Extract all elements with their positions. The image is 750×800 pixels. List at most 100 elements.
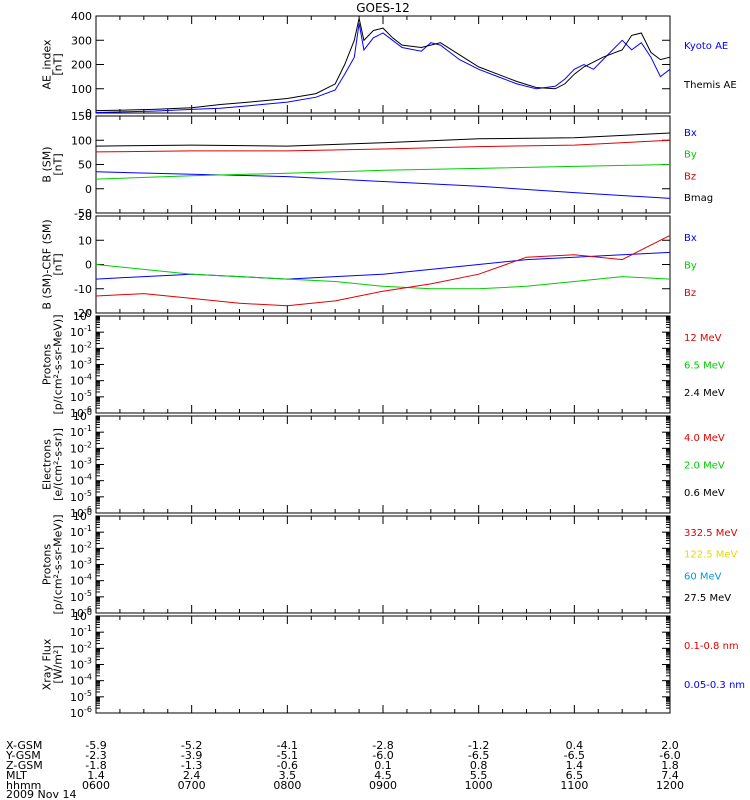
y-axis-label: [W/m²] bbox=[52, 645, 65, 683]
orbit-value: 1.8 bbox=[661, 759, 679, 772]
series-line-bmag bbox=[95, 132, 671, 147]
series-line-bz bbox=[95, 234, 671, 307]
legend-entry: Bz bbox=[684, 171, 696, 182]
y-tick-label: 20 bbox=[78, 210, 92, 223]
y-axis-label: [nT] bbox=[52, 53, 65, 75]
orbit-value: 4.5 bbox=[374, 769, 392, 782]
y-tick-label: 300 bbox=[71, 34, 92, 47]
series-line-bz bbox=[95, 139, 671, 153]
y-tick-label: 10-3 bbox=[70, 557, 92, 572]
y-tick-label: -10 bbox=[74, 283, 92, 296]
plot-frame bbox=[95, 215, 671, 314]
orbit-value: 1000 bbox=[465, 779, 493, 792]
legend-entry: 122.5 MeV bbox=[684, 550, 738, 561]
plot-frame bbox=[95, 615, 671, 714]
y-axis-label: B (SM) bbox=[41, 146, 54, 182]
y-axis-label: Electrons bbox=[41, 439, 54, 490]
orbit-row-label: X-GSM bbox=[6, 739, 42, 752]
plot-frame bbox=[95, 115, 671, 214]
y-tick-label: -50 bbox=[74, 207, 92, 220]
y-tick-label: 10-4 bbox=[70, 673, 92, 688]
legend-entry: 12 MeV bbox=[684, 333, 722, 344]
legend-entry: 332.5 MeV bbox=[684, 528, 738, 539]
y-axis-label: AE_index bbox=[41, 39, 54, 90]
series-line-kyoto-ae bbox=[95, 23, 671, 113]
y-tick-label: 10-5 bbox=[70, 389, 92, 404]
y-tick-label: 10-2 bbox=[70, 340, 92, 355]
legend-entry: 0.05-0.3 nm bbox=[684, 680, 745, 691]
series-line-by bbox=[95, 264, 671, 290]
chart-title: GOES-12 bbox=[356, 1, 410, 15]
orbit-value: -1.3 bbox=[181, 759, 202, 772]
panel-3: -20 -10 0 10 20 B (SM)-CRF (SM)[nT] Bx By Bz bbox=[41, 210, 697, 320]
orbit-value: 5.5 bbox=[470, 769, 488, 782]
y-tick-label: 100 bbox=[73, 508, 92, 523]
y-tick-label: 10-5 bbox=[70, 689, 92, 704]
orbit-row-label: MLT bbox=[6, 769, 27, 782]
orbit-value: -1.8 bbox=[85, 759, 106, 772]
orbit-value: -6.0 bbox=[372, 749, 393, 762]
legend-entry: Bz bbox=[684, 288, 696, 299]
y-tick-label: 10-6 bbox=[70, 705, 92, 720]
orbit-value: 0.4 bbox=[566, 739, 584, 752]
y-tick-label: 100 bbox=[73, 308, 92, 323]
plot-frame bbox=[95, 415, 671, 514]
orbit-value: 0700 bbox=[178, 779, 206, 792]
legend-entry: 0.6 MeV bbox=[684, 488, 725, 499]
y-axis-label: B (SM)-CRF (SM) bbox=[41, 219, 54, 309]
legend-entry: 2.4 MeV bbox=[684, 388, 725, 399]
y-tick-label: 200 bbox=[71, 59, 92, 72]
y-axis-label: [p/(cm²-s-sr-MeV)] bbox=[52, 315, 65, 415]
series-line-bx bbox=[95, 171, 671, 199]
orbit-value: -6.5 bbox=[564, 749, 585, 762]
panel-2: -50 0 50 100 150 B (SM)[nT] Bx By Bz Bmag bbox=[41, 110, 714, 220]
y-tick-label: 0 bbox=[85, 183, 92, 196]
orbit-value: -5.2 bbox=[181, 739, 202, 752]
orbit-value: 7.4 bbox=[661, 769, 679, 782]
y-tick-label: 0 bbox=[85, 259, 92, 272]
orbit-value: 1.4 bbox=[87, 769, 105, 782]
orbit-value: -2.3 bbox=[85, 749, 106, 762]
y-tick-label: 50 bbox=[78, 159, 92, 172]
orbit-value: 1.4 bbox=[566, 759, 584, 772]
orbit-value: 0800 bbox=[273, 779, 301, 792]
date-label: 2009 Nov 14 bbox=[6, 788, 76, 800]
legend-entry: 60 MeV bbox=[684, 571, 722, 582]
y-tick-label: 10-4 bbox=[70, 373, 92, 388]
y-tick-label: -20 bbox=[74, 307, 92, 320]
legend-entry: Themis AE bbox=[683, 80, 737, 91]
y-tick-label: 10-2 bbox=[70, 440, 92, 455]
orbit-value: 3.5 bbox=[279, 769, 297, 782]
orbit-value: 0900 bbox=[369, 779, 397, 792]
legend-entry: 6.5 MeV bbox=[684, 361, 725, 372]
orbit-value: 6.5 bbox=[566, 769, 584, 782]
panel-4: 10-610-510-410-310-210-1100Protons[p/(cm… bbox=[41, 308, 725, 420]
y-tick-label: 100 bbox=[71, 134, 92, 147]
y-tick-label: 150 bbox=[71, 110, 92, 123]
panel-1: 0 100 200 300 400 AE_index[nT] Kyoto AE Themis … bbox=[41, 10, 737, 120]
orbit-value: -3.9 bbox=[181, 749, 202, 762]
y-tick-label: 10-4 bbox=[70, 473, 92, 488]
orbit-value: -1.2 bbox=[468, 739, 489, 752]
y-axis-label: [p/(cm²-s-sr-MeV)] bbox=[52, 515, 65, 615]
plot-frame bbox=[95, 515, 671, 614]
legend-entry: 4.0 MeV bbox=[684, 433, 725, 444]
orbit-value: 0600 bbox=[82, 779, 110, 792]
orbit-value: -5.1 bbox=[277, 749, 298, 762]
legend-entry: By bbox=[684, 150, 697, 161]
y-tick-label: 10-2 bbox=[70, 640, 92, 655]
legend-entry: By bbox=[684, 261, 697, 272]
y-axis-label: [nT] bbox=[52, 253, 65, 275]
orbit-value: -4.1 bbox=[277, 739, 298, 752]
orbit-value: -5.9 bbox=[85, 739, 106, 752]
y-tick-label: 10-4 bbox=[70, 573, 92, 588]
orbit-value: 2.4 bbox=[183, 769, 201, 782]
y-tick-label: 10-2 bbox=[70, 540, 92, 555]
legend-entry: Bx bbox=[684, 233, 697, 244]
panel-5: 10-610-510-410-310-210-1100Electrons[e/(… bbox=[41, 408, 725, 520]
orbit-value: 2.0 bbox=[661, 739, 679, 752]
series-line-by bbox=[95, 164, 671, 180]
panel-6: 10-610-510-410-310-210-1100Protons[p/(cm… bbox=[41, 508, 738, 620]
y-axis-label: Protons bbox=[41, 544, 54, 585]
